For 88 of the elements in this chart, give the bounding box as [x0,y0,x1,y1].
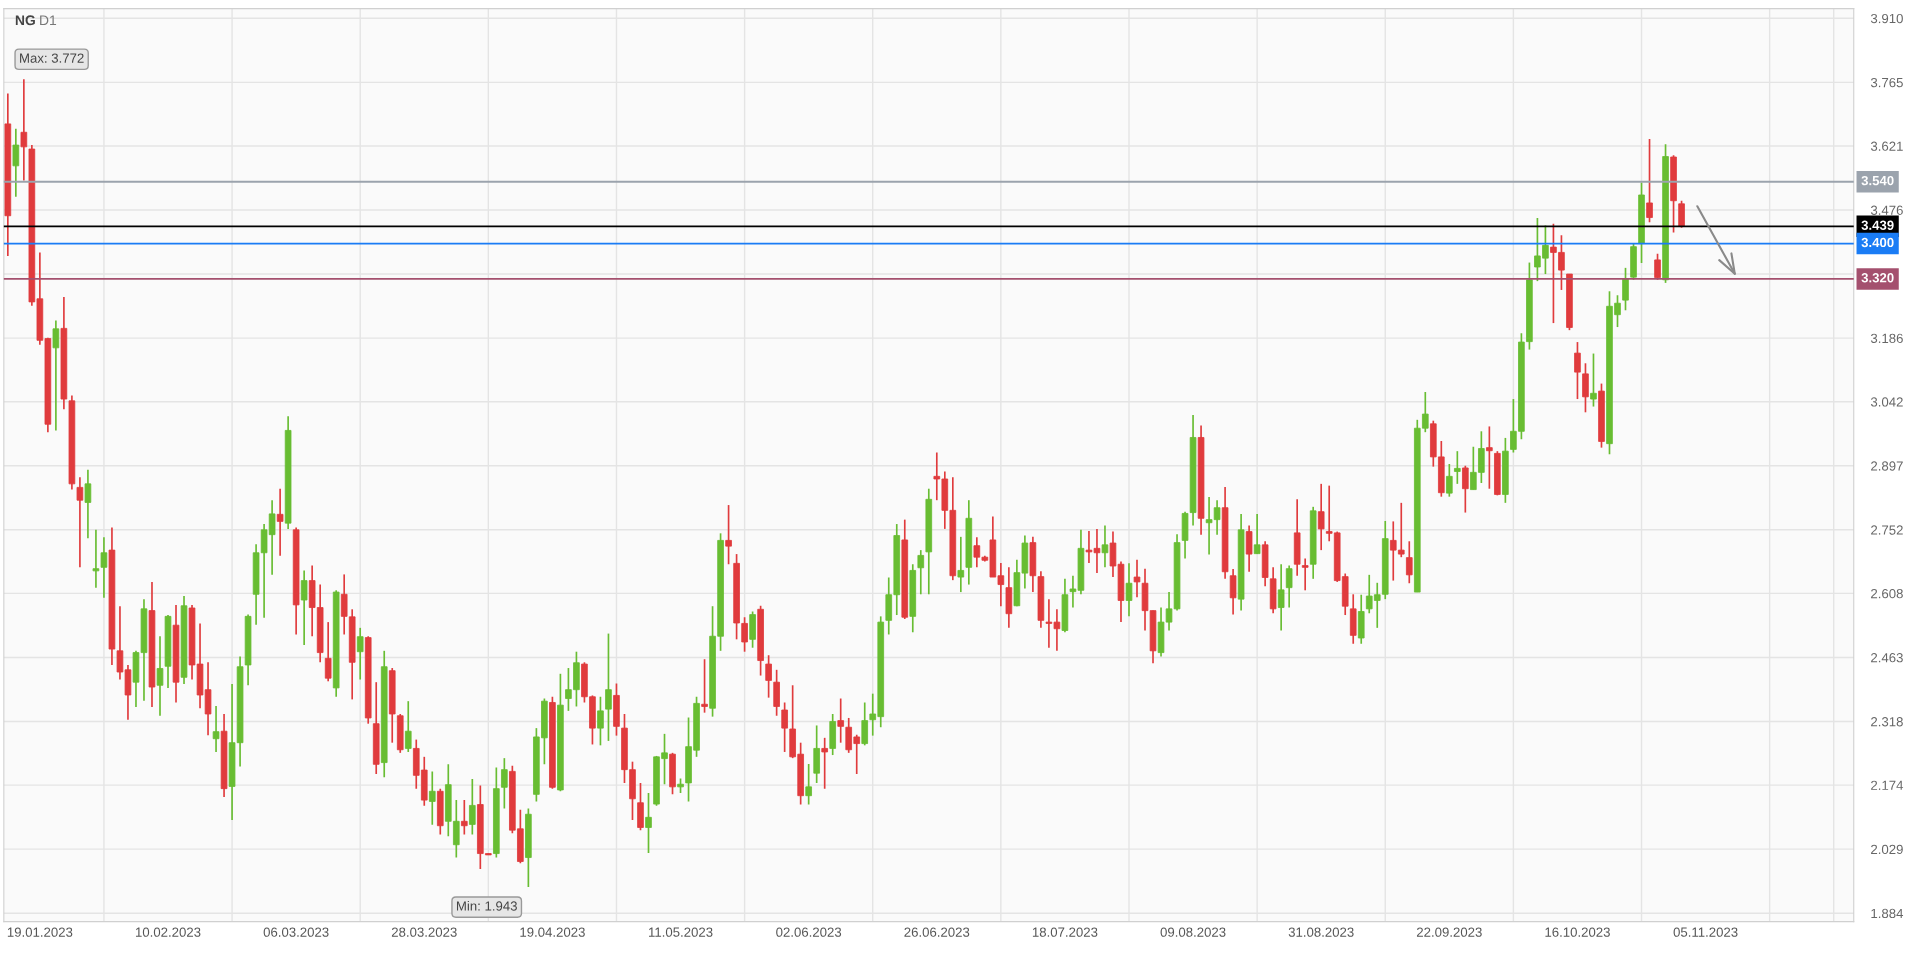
candlestick [1285,564,1293,609]
x-tick-label: 16.10.2023 [1545,927,1610,937]
chart-subtitle: D1 [40,15,57,26]
y-tick-label: 2.029 [1871,844,1903,855]
candlestick [645,792,652,854]
candlestick [52,319,60,432]
x-tick-label: 05.11.2023 [1673,927,1738,937]
candlestick [1317,483,1325,551]
candlestick [1646,138,1653,224]
candlestick [1654,252,1661,281]
candlestick [1574,341,1581,400]
candlestick [605,632,612,742]
y-tick-label: 2.174 [1871,780,1904,790]
x-tick-label: 11.05.2023 [649,927,713,937]
candlestick [20,78,28,182]
candlestick [597,695,604,747]
ref-line-label: 3.320 [1861,273,1894,283]
candlestick [1301,557,1309,592]
candlestick [12,127,20,198]
y-tick-label: 3.186 [1870,333,1903,344]
candlestick [1486,425,1493,490]
x-tick-label: 09.08.2023 [1160,927,1226,937]
candlestick [957,536,965,593]
candlestick [404,700,412,753]
candlestick [76,476,84,569]
chart-title: NG [15,15,35,26]
candlestick [1622,267,1629,312]
y-tick-label: 3.621 [1870,141,1903,151]
y-tick-label: 2.752 [1871,525,1903,535]
candlestick [212,705,220,753]
candlestick [837,697,844,744]
x-tick-label: 28.03.2023 [391,927,457,937]
candlestick [1245,524,1253,573]
x-tick-label: 18.07.2023 [1032,927,1098,937]
candlestick [861,701,869,747]
candlestick [92,528,100,589]
annotation: Max: 3.772 [20,53,84,63]
ref-line-label: 3.400 [1861,237,1894,248]
candlestick [1125,562,1133,618]
candlestick [461,799,468,836]
candlestick [765,654,772,699]
y-tick-label: 3.910 [1870,13,1903,24]
candlestick [501,757,508,810]
candlestick [701,658,708,714]
candlestick [917,549,925,596]
candlestick [725,504,732,566]
ref-line-label: 3.540 [1861,175,1894,186]
x-tick-label: 02.06.2023 [776,927,842,937]
candlestick [1678,199,1685,229]
y-tick-label: 3.765 [1870,77,1903,88]
candlestick [300,569,308,646]
y-tick-label: 2.318 [1871,717,1903,727]
x-tick-label: 31.08.2023 [1288,927,1354,937]
candlestick [1253,513,1261,555]
candlestick [1446,463,1453,498]
ref-line-label: 3.439 [1861,220,1894,230]
candlestick [1582,362,1589,414]
candlestick [1101,524,1109,569]
candlestick [100,536,108,599]
y-tick-label: 3.476 [1870,205,1903,215]
y-tick-label: 2.608 [1871,588,1903,599]
candlestick [1133,558,1141,599]
candlestick [276,487,284,557]
x-tick-label: 10.02.2023 [135,927,201,937]
x-tick-label: 26.06.2023 [904,927,970,937]
candlestick [1590,352,1597,408]
candlestick [1462,464,1469,514]
x-tick-label: 19.01.2023 [7,927,73,937]
candlestick [156,635,164,717]
candlestick [428,770,436,826]
y-tick-label: 2.463 [1871,653,1903,663]
candlestick [84,468,92,540]
candlestick [805,763,812,806]
y-tick-label: 3.042 [1870,397,1903,407]
candlestick [1454,450,1461,485]
candlestick [356,627,364,681]
x-tick-label: 22.09.2023 [1416,927,1482,937]
y-tick-label: 2.897 [1871,461,1903,471]
annotation: Min: 1.943 [456,901,517,911]
candlestick [469,778,476,836]
candlestick [1229,568,1237,616]
candlestick [1405,540,1413,585]
candlestick [821,736,828,790]
candlestick [1277,563,1285,632]
y-tick-label: 1.884 [1871,908,1904,919]
candlestick [324,621,332,683]
x-tick-label: 19.04.2023 [520,927,585,937]
x-tick-label: 06.03.2023 [263,927,329,937]
